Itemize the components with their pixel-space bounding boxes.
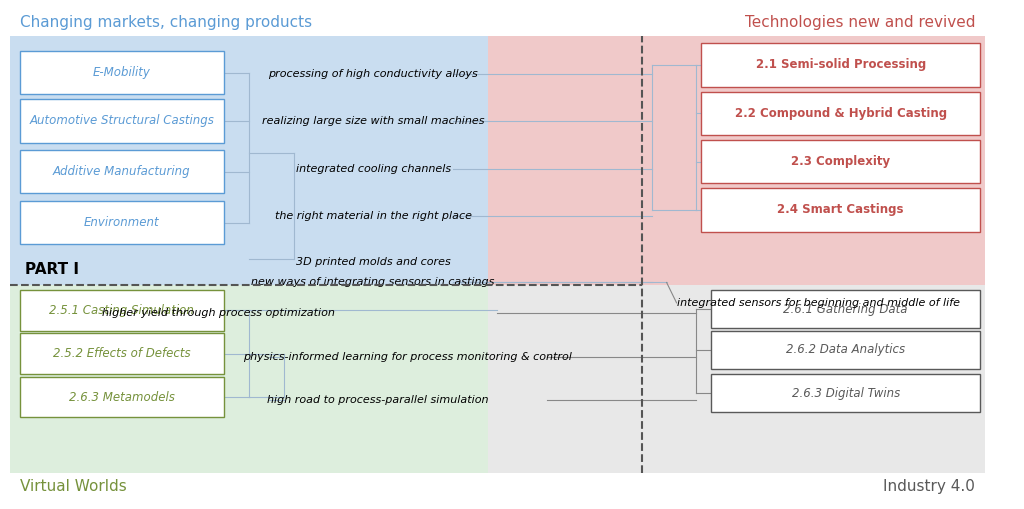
FancyBboxPatch shape <box>487 36 985 285</box>
Text: Automotive Structural Castings: Automotive Structural Castings <box>30 115 214 127</box>
Text: 2.6.1 Gathering Data: 2.6.1 Gathering Data <box>783 303 908 316</box>
FancyBboxPatch shape <box>712 290 980 328</box>
FancyBboxPatch shape <box>19 333 224 374</box>
FancyBboxPatch shape <box>19 201 224 244</box>
Text: 2.1 Semi-solid Processing: 2.1 Semi-solid Processing <box>756 59 926 71</box>
Text: realizing large size with small machines: realizing large size with small machines <box>262 116 484 126</box>
FancyBboxPatch shape <box>19 99 224 143</box>
Text: Additive Manufacturing: Additive Manufacturing <box>53 165 190 178</box>
Text: E-Mobility: E-Mobility <box>93 66 151 79</box>
FancyBboxPatch shape <box>19 290 224 331</box>
FancyBboxPatch shape <box>19 377 224 417</box>
FancyBboxPatch shape <box>701 188 980 232</box>
Text: 2.3 Complexity: 2.3 Complexity <box>792 155 890 168</box>
FancyBboxPatch shape <box>19 51 224 94</box>
FancyBboxPatch shape <box>19 150 224 193</box>
Text: Virtual Worlds: Virtual Worlds <box>19 479 127 494</box>
Text: processing of high conductivity alloys: processing of high conductivity alloys <box>268 69 478 79</box>
Text: 2.6.3 Digital Twins: 2.6.3 Digital Twins <box>792 387 900 400</box>
Text: integrated cooling channels: integrated cooling channels <box>296 164 451 174</box>
Text: 2.6.3 Metamodels: 2.6.3 Metamodels <box>69 390 175 404</box>
Text: PART I: PART I <box>25 263 79 277</box>
FancyBboxPatch shape <box>712 374 980 412</box>
Text: Technologies new and revived: Technologies new and revived <box>744 15 975 30</box>
Text: 2.6.2 Data Analytics: 2.6.2 Data Analytics <box>786 344 905 356</box>
FancyBboxPatch shape <box>701 43 980 87</box>
FancyBboxPatch shape <box>487 285 985 473</box>
FancyBboxPatch shape <box>701 92 980 135</box>
Text: 2.5.2 Effects of Defects: 2.5.2 Effects of Defects <box>53 347 190 360</box>
FancyBboxPatch shape <box>712 331 980 369</box>
Text: the right material in the right place: the right material in the right place <box>274 211 472 221</box>
Text: PART II: PART II <box>25 290 85 305</box>
FancyBboxPatch shape <box>10 36 487 285</box>
Text: high road to process-parallel simulation: high road to process-parallel simulation <box>267 394 488 405</box>
Text: Environment: Environment <box>84 216 160 229</box>
Text: 2.4 Smart Castings: 2.4 Smart Castings <box>777 204 904 216</box>
Text: Industry 4.0: Industry 4.0 <box>883 479 975 494</box>
Text: physics-informed learning for process monitoring & control: physics-informed learning for process mo… <box>244 352 572 362</box>
Text: integrated sensors for beginning and middle of life: integrated sensors for beginning and mid… <box>677 298 959 308</box>
Text: Changing markets, changing products: Changing markets, changing products <box>19 15 312 30</box>
Text: new ways of integrating sensors in castings: new ways of integrating sensors in casti… <box>252 277 495 288</box>
Text: 3D printed molds and cores: 3D printed molds and cores <box>296 257 451 267</box>
Text: higher yield through process optimization: higher yield through process optimizatio… <box>102 308 335 318</box>
FancyBboxPatch shape <box>701 140 980 183</box>
Text: 2.2 Compound & Hybrid Casting: 2.2 Compound & Hybrid Casting <box>734 107 947 120</box>
Text: 2.5.1 Casting Simulation: 2.5.1 Casting Simulation <box>49 304 195 317</box>
FancyBboxPatch shape <box>10 285 487 473</box>
